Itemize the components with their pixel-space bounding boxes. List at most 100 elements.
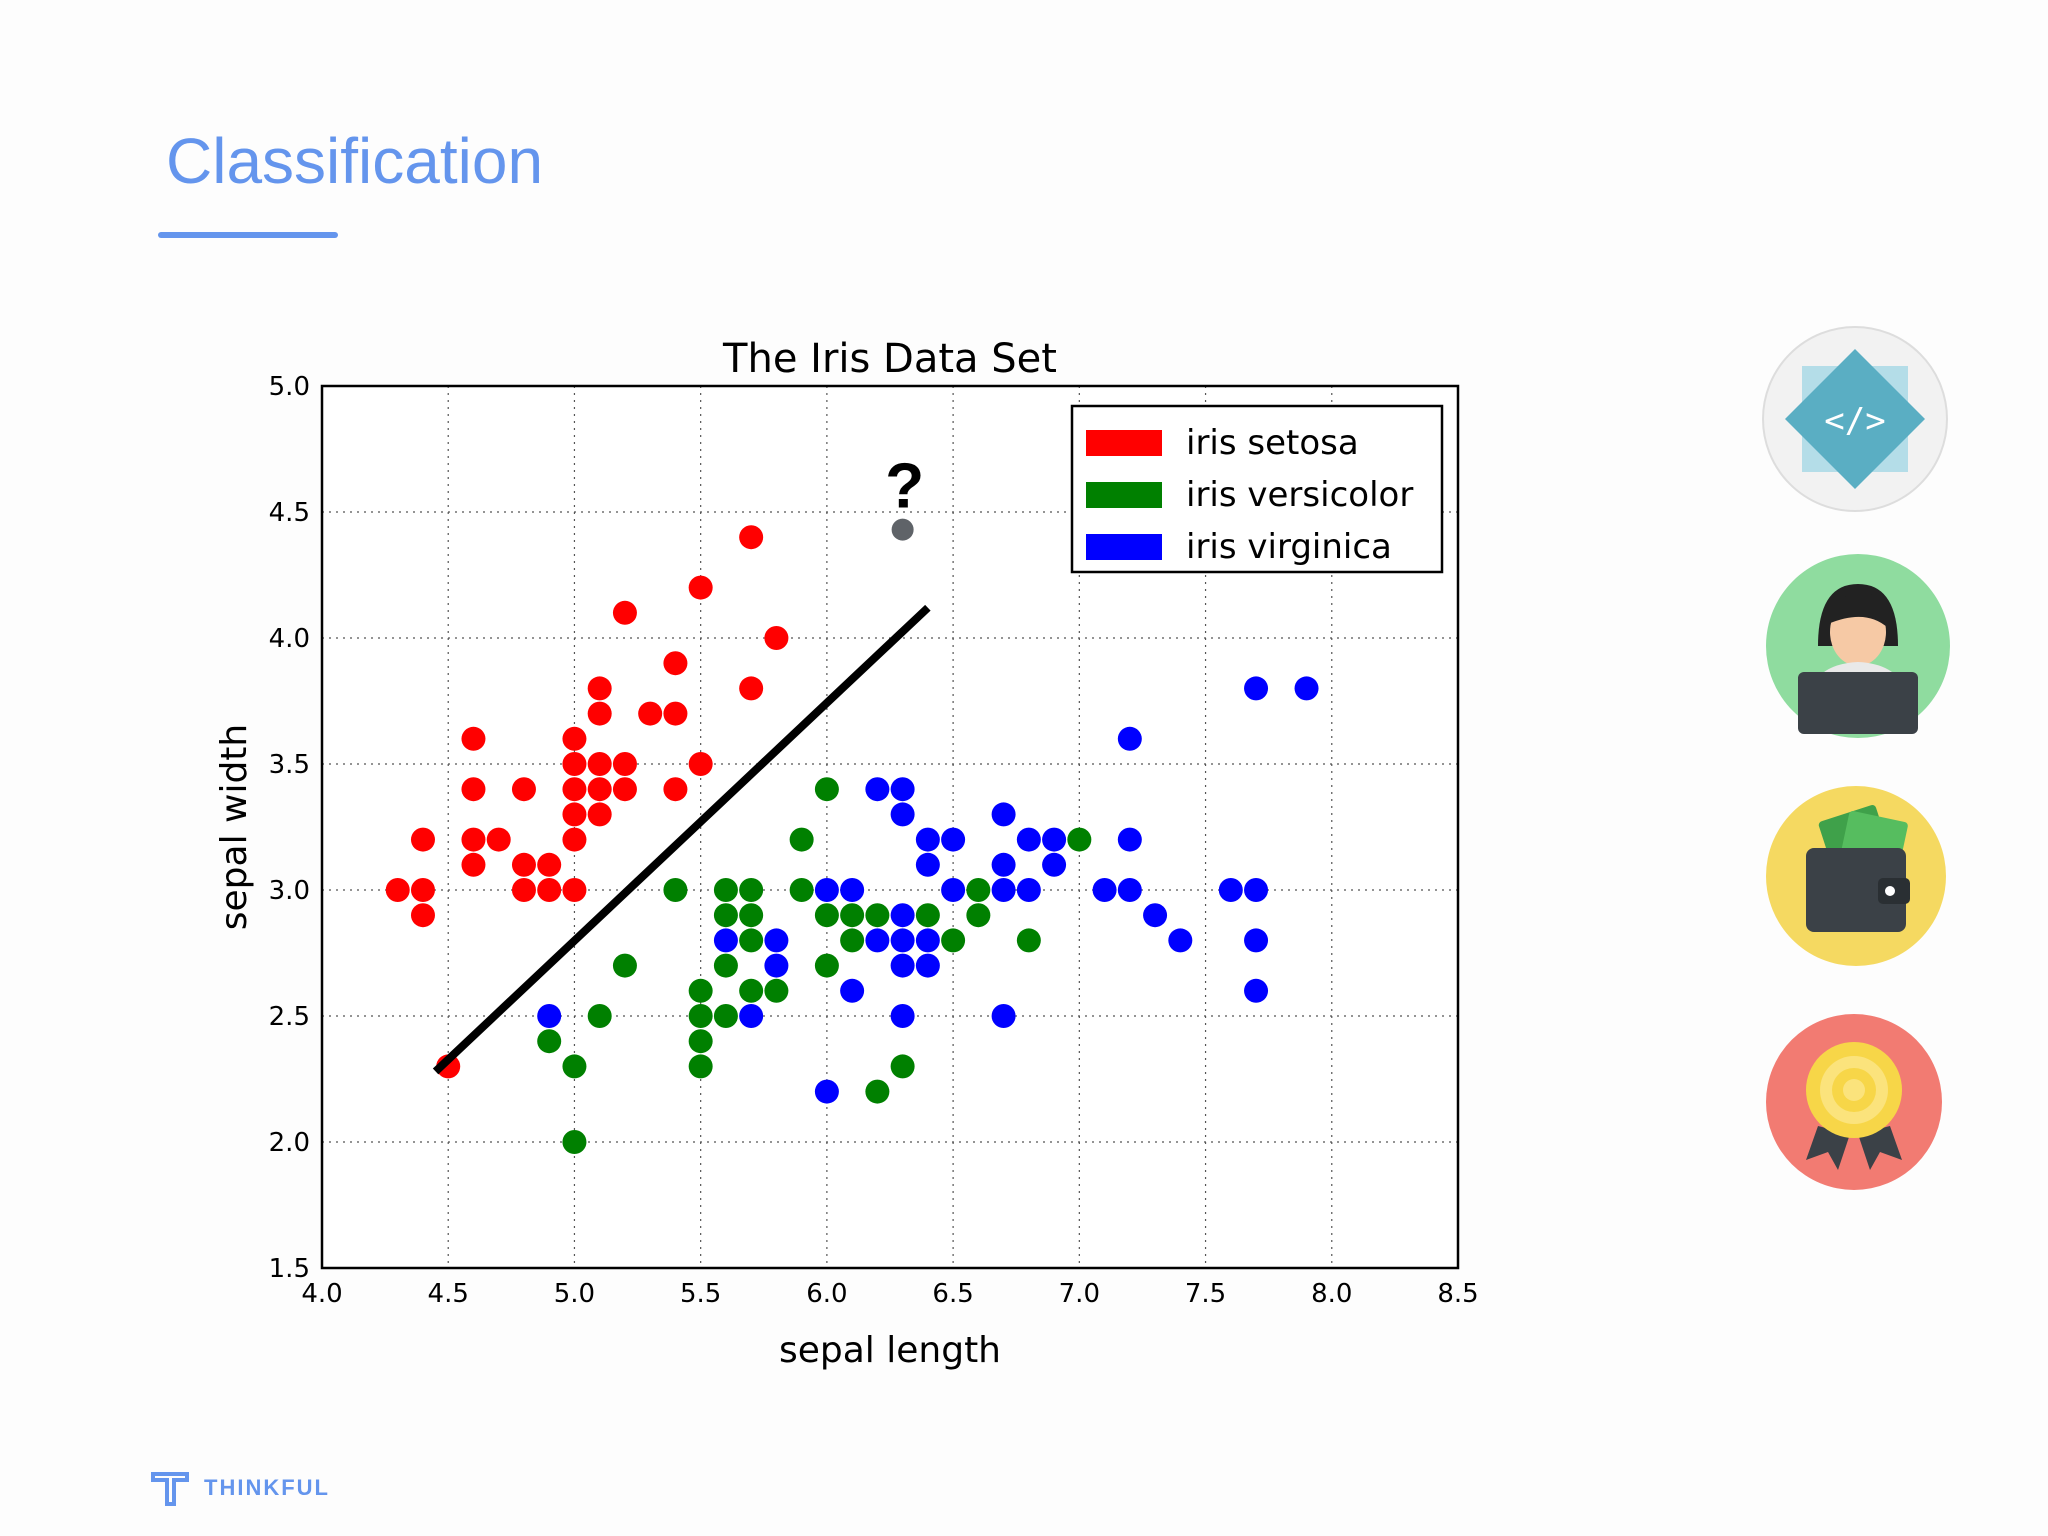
data-point bbox=[461, 827, 486, 852]
data-point bbox=[688, 752, 713, 776]
data-point bbox=[865, 1079, 890, 1104]
data-point bbox=[612, 953, 637, 978]
x-tick-label: 6.0 bbox=[806, 1279, 847, 1309]
data-point bbox=[511, 777, 536, 802]
x-tick-label: 7.5 bbox=[1185, 1279, 1226, 1309]
thinkful-logo-icon bbox=[151, 1472, 189, 1506]
data-point bbox=[739, 878, 764, 902]
y-tick-label: 3.0 bbox=[269, 876, 310, 906]
data-point bbox=[562, 878, 587, 902]
data-point bbox=[562, 726, 587, 751]
data-point bbox=[915, 928, 940, 953]
wallet-icon bbox=[1766, 786, 1946, 966]
data-point bbox=[991, 1004, 1016, 1028]
data-point bbox=[764, 978, 789, 1003]
legend: iris setosa iris versicolor iris virginica bbox=[1070, 404, 1444, 574]
data-point bbox=[814, 953, 839, 978]
data-point bbox=[991, 878, 1016, 902]
data-point bbox=[688, 1029, 713, 1054]
data-point bbox=[865, 928, 890, 953]
data-point bbox=[814, 903, 839, 928]
data-point bbox=[739, 676, 764, 701]
data-point bbox=[638, 701, 663, 726]
data-point bbox=[840, 903, 865, 928]
data-point bbox=[713, 903, 738, 928]
data-point bbox=[663, 878, 688, 902]
data-point bbox=[486, 827, 511, 852]
data-point bbox=[537, 1004, 562, 1028]
data-point bbox=[814, 1079, 839, 1104]
data-point bbox=[739, 978, 764, 1003]
series-iris-setosa bbox=[385, 525, 789, 1079]
y-tick-label: 4.0 bbox=[269, 624, 310, 654]
data-point bbox=[562, 827, 587, 852]
decision-boundary-line bbox=[432, 604, 931, 1075]
data-point bbox=[966, 903, 991, 928]
data-point bbox=[941, 827, 966, 852]
data-point bbox=[915, 953, 940, 978]
x-tick-label: 4.5 bbox=[428, 1279, 469, 1309]
person-laptop-icon bbox=[1766, 554, 1950, 738]
data-point bbox=[537, 852, 562, 877]
data-point bbox=[1117, 726, 1142, 751]
brand-name: THINKFUL bbox=[204, 1475, 330, 1500]
code-icon: </> bbox=[1762, 326, 1948, 512]
y-tick-label: 3.5 bbox=[269, 750, 310, 780]
data-point bbox=[612, 777, 637, 802]
data-point bbox=[688, 978, 713, 1003]
data-point bbox=[941, 878, 966, 902]
y-tick-label: 4.5 bbox=[269, 498, 310, 528]
data-point bbox=[587, 777, 612, 802]
data-point bbox=[461, 777, 486, 802]
data-point bbox=[1016, 827, 1041, 852]
data-point bbox=[1067, 827, 1092, 852]
svg-text:</>: </> bbox=[1824, 401, 1885, 441]
data-point bbox=[1016, 928, 1041, 953]
data-point bbox=[587, 752, 612, 776]
data-point bbox=[890, 1004, 915, 1028]
data-point bbox=[587, 1004, 612, 1028]
data-point bbox=[587, 802, 612, 827]
data-point bbox=[941, 928, 966, 953]
legend-swatch bbox=[1086, 482, 1162, 508]
x-tick-label: 6.5 bbox=[932, 1279, 973, 1309]
legend-label: iris versicolor bbox=[1186, 475, 1413, 515]
data-point bbox=[890, 1054, 915, 1079]
data-point bbox=[663, 651, 688, 676]
data-point bbox=[915, 903, 940, 928]
data-point bbox=[1042, 827, 1067, 852]
brand-logo: THINKFUL bbox=[150, 1466, 330, 1510]
data-point bbox=[1168, 928, 1193, 953]
series-iris-virginica bbox=[537, 676, 1319, 1104]
data-point bbox=[587, 676, 612, 701]
y-tick-label: 2.5 bbox=[269, 1002, 310, 1032]
data-point bbox=[890, 802, 915, 827]
data-point bbox=[915, 852, 940, 877]
data-point bbox=[764, 953, 789, 978]
data-point bbox=[840, 928, 865, 953]
data-point bbox=[410, 903, 435, 928]
unknown-point-label: ? bbox=[885, 450, 924, 522]
legend-swatch bbox=[1086, 534, 1162, 560]
plot-frame bbox=[320, 384, 1460, 1270]
data-point bbox=[739, 525, 764, 550]
data-point bbox=[385, 878, 410, 902]
x-tick-label: 5.5 bbox=[680, 1279, 721, 1309]
data-point bbox=[562, 802, 587, 827]
legend-swatch bbox=[1086, 430, 1162, 456]
data-point bbox=[410, 827, 435, 852]
data-point bbox=[537, 1029, 562, 1054]
data-point bbox=[840, 978, 865, 1003]
legend-label: iris setosa bbox=[1186, 423, 1359, 463]
data-point bbox=[713, 878, 738, 902]
data-point bbox=[461, 726, 486, 751]
data-point bbox=[1244, 978, 1269, 1003]
data-point bbox=[789, 827, 814, 852]
y-axis-label: sepal width bbox=[214, 724, 255, 931]
data-point bbox=[713, 1004, 738, 1028]
data-point bbox=[562, 752, 587, 776]
data-point bbox=[991, 852, 1016, 877]
data-point bbox=[688, 575, 713, 600]
